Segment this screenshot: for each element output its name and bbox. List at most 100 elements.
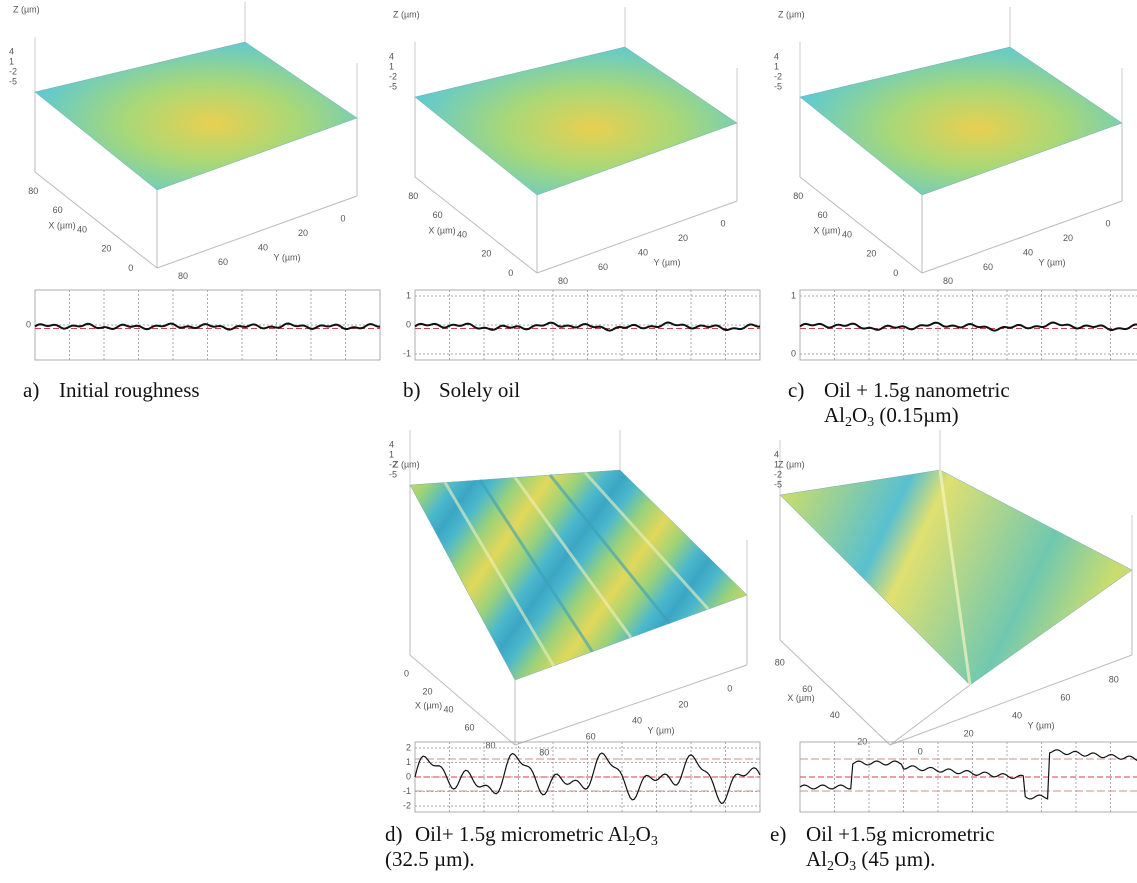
z-tick-label: -5 [774,81,782,91]
profile-line [414,752,761,805]
profile-tick-label: 0 [406,771,411,781]
z-tick-label: 1 [9,56,14,66]
z-tick-label: 4 [389,439,394,449]
profile-line [414,321,761,332]
box-edge [889,654,1133,746]
caption-text: Oil+ 1.5g micrometric Al2O3 (32.5 µm). [385,822,658,872]
x-axis-label: X (µm) [787,693,814,703]
profile-line [799,749,1137,800]
caption-span: O [834,847,850,871]
x-tick-label: 20 [857,736,867,746]
caption-span: (45 µm). [856,847,936,871]
y-axis-label: Y (µm) [1038,257,1065,267]
profile-line [34,322,381,331]
y-tick-label: 0 [727,683,732,693]
profile-tick-label: -2 [403,800,411,810]
x-tick-label: 40 [842,229,852,239]
ridge [478,479,594,653]
surface-plot: Z (µm) 41-2-5 0 20 40 60 80 80 60 40 20 0 X (µm) Y (µ… [389,430,748,757]
z-tick-label: -5 [9,76,17,86]
z-tick-label: -2 [774,71,782,81]
box-edge [409,654,516,746]
y-tick-label: 60 [218,257,228,267]
caption-label: b) [403,378,421,402]
y-tick-label: 0 [1105,219,1110,229]
x-axis-label: X (µm) [428,225,455,235]
y-tick-label: 20 [678,233,688,243]
y-tick-label: 40 [258,242,268,252]
y-tick-label: 40 [632,715,642,725]
caption-line: Solely oil [439,378,520,403]
y-tick-label: 40 [638,247,648,257]
box-edge [779,639,891,746]
caption-line: (32.5 µm). [385,847,658,872]
x-tick-label: 60 [464,722,474,732]
caption-label: e) [770,822,787,846]
z-axis-label: Z (µm) [393,459,420,469]
surface [409,469,748,681]
box-edge [514,664,748,746]
profile-tick-label: 0 [791,348,796,358]
y-axis-label: Y (µm) [273,252,300,262]
x-tick-label: 0 [893,268,898,278]
caption: b) Solely oil [403,378,520,403]
caption-line: Oil +1.5g micrometric [806,822,995,847]
y-tick-label: 80 [558,276,568,286]
y-tick-label: 60 [983,262,993,272]
caption-text: Oil + 1.5g nanometric Al2O3 (0.15µm) [824,378,1010,430]
x-tick-label: 20 [866,249,876,259]
x-tick-label: 0 [128,263,133,273]
ridge [513,476,633,639]
ridge [548,474,671,625]
profile-plot [799,741,1137,813]
profile-plot: 2 1 0 -1 -2 [403,741,761,813]
surface-plot: Z (µm) 41-2-5 80 60 40 20 0 80 60 40 20 0 X (µm) Y (µ… [774,7,1123,286]
x-tick-label: 80 [485,740,495,750]
profile-tick-label: -1 [403,348,411,358]
caption-line: Oil + 1.5g nanometric [824,378,1010,403]
z-tick-label: -5 [774,479,782,489]
box-edge [536,200,738,274]
y-tick-label: 60 [586,731,596,741]
x-tick-label: 40 [830,710,840,720]
x-tick-label: 60 [802,684,812,694]
caption-span: Al [824,403,845,427]
surface [34,41,358,191]
z-tick-label: -2 [389,71,397,81]
caption-span: Oil+ 1.5g micrometric Al [415,822,629,846]
caption: d) Oil+ 1.5g micrometric Al2O3 (32.5 µm). [385,822,658,871]
y-tick-label: 20 [678,699,688,709]
box-edge [156,195,358,269]
x-axis-label: X (µm) [415,700,442,710]
x-tick-label: 20 [481,249,491,259]
caption-span: Al [806,847,827,871]
surface [414,46,738,196]
z-tick-label: 1 [774,61,779,71]
caption-span: O [635,822,651,846]
caption-span: Solely oil [439,378,521,402]
y-tick-label: 60 [598,262,608,272]
y-axis-label: Y (µm) [653,257,680,267]
caption: e) Oil +1.5g micrometric Al2O3 (45 µm). [770,822,995,874]
profile-plot: 0 [26,289,381,361]
x-tick-label: 20 [101,244,111,254]
x-tick-label: 80 [793,191,803,201]
z-axis-label: Z (µm) [778,9,805,19]
surface [799,46,1123,196]
ridge [583,471,710,611]
profile-tick-label: 0 [26,319,31,329]
subscript: 2 [845,415,852,430]
z-axis-label: Z (µm) [13,4,40,14]
x-tick-label: 0 [508,268,513,278]
x-tick-label: 60 [53,205,63,215]
z-tick-label: 4 [389,51,394,61]
caption-label: d) [385,822,403,846]
y-tick-label: 60 [1060,692,1070,702]
x-axis-label: X (µm) [813,225,840,235]
caption-span: Oil +1.5g micrometric [806,822,995,846]
caption-line: Al2O3 (0.15µm) [824,403,1010,430]
y-tick-label: 0 [720,219,725,229]
surface-plot: Z (µm) 41-2-5 80 60 40 20 0 80 60 40 20 0 X (µm) Y (µ… [389,7,738,286]
z-axis-label: Z (µm) [778,459,805,469]
